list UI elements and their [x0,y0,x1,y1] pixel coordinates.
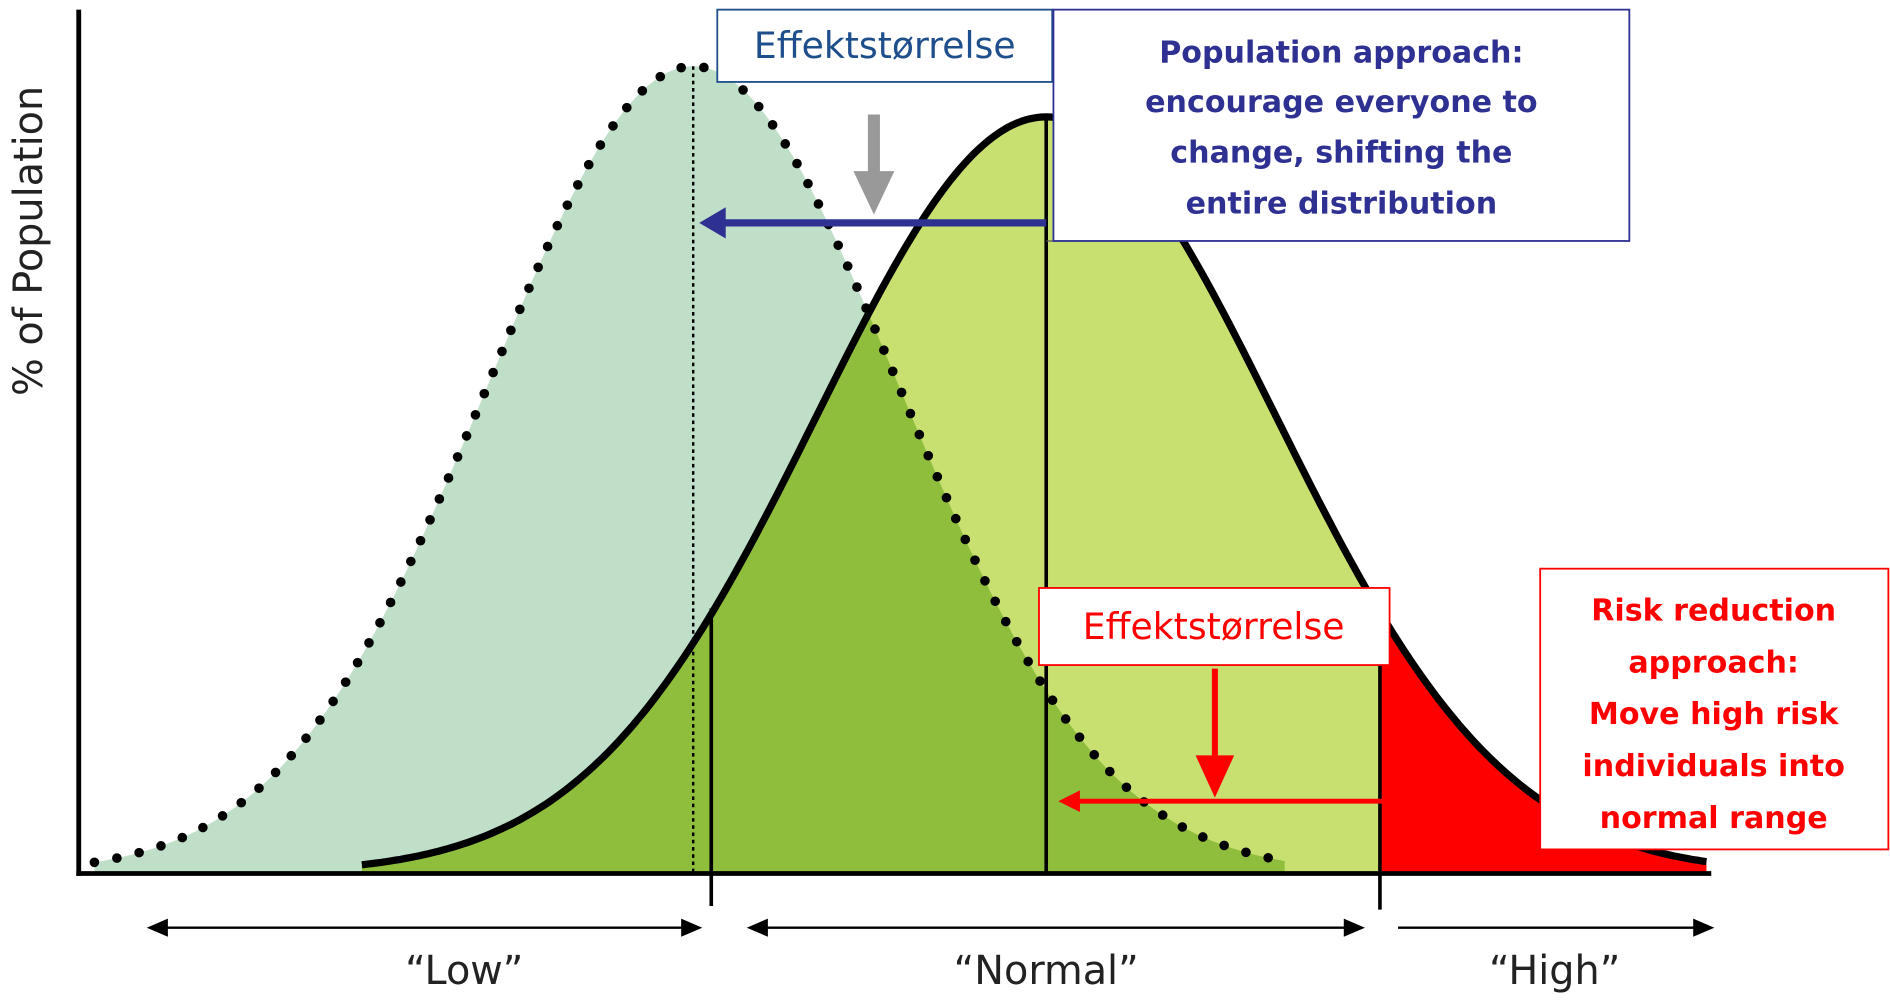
y-axis-label: % of Population [6,86,52,396]
effect-box [716,8,1054,83]
risk-box [1539,567,1890,851]
population-text: entire distribution [1186,186,1498,221]
range-label: “Low” [405,948,523,994]
arrowhead [853,171,895,215]
range-arrows [146,918,1715,937]
arrowhead [1058,790,1080,813]
arrowhead [1195,755,1235,798]
population-text: encourage everyone to [1145,85,1538,120]
arrowhead [699,207,726,239]
population-text: change, shifting the [1170,136,1512,171]
population-box [1052,8,1631,242]
risk-text: approach: [1628,645,1799,680]
population-text: Population approach: [1159,36,1523,71]
shifted-curve [89,61,1290,868]
effect-label-red: Effektstørrelse [1083,605,1345,648]
current-curve [361,113,1707,869]
range-label: “Normal” [954,948,1139,994]
risk-text: Risk reduction [1591,594,1836,629]
risk-text: Move high risk [1589,697,1839,732]
risk-text: normal range [1600,801,1828,836]
high-risk-area [1381,614,1707,874]
effect-label: Effektstørrelse [754,24,1016,67]
risk-text: individuals into [1582,749,1844,784]
effect-box-red [1038,587,1391,666]
range-label: “High” [1489,948,1620,994]
